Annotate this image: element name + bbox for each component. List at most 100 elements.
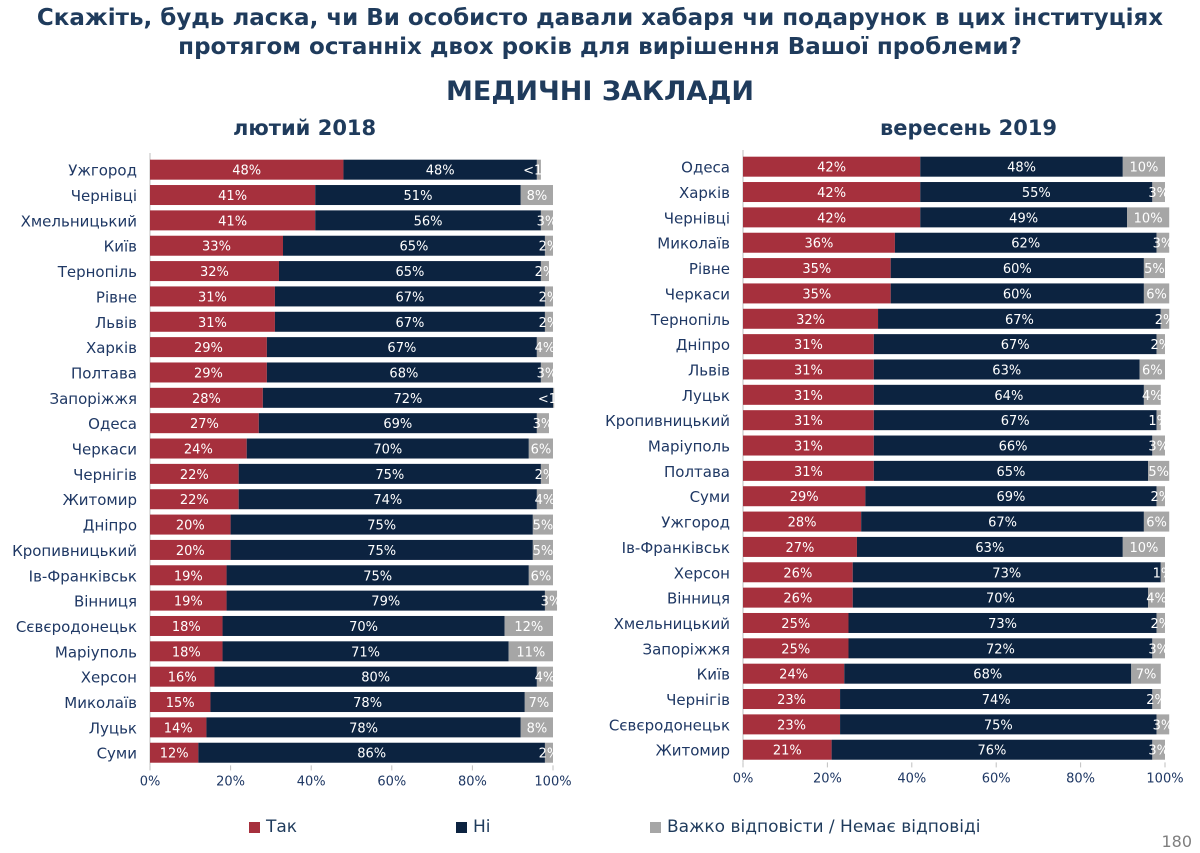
left-bar-no (343, 159, 537, 180)
right-data-label-no: 62% (1011, 237, 1040, 252)
left-bar-no (230, 539, 533, 560)
legend-item-no: Ні (456, 817, 491, 837)
left-category-label: Черкаси (72, 441, 137, 459)
chart-title-2018: лютий 2018 (233, 116, 377, 140)
left-category-label: Вінниця (74, 593, 137, 611)
right-bar-hard (1139, 359, 1165, 380)
stacked-bar-chart-2019: Одеса 42% 48% 10% Харків 42% 55% 3% Чернівці 42% 4… (605, 150, 1184, 786)
right-data-label-no: 76% (978, 744, 1007, 759)
left-bar-no (246, 438, 529, 459)
left-bar-no (210, 692, 525, 713)
left-data-label-hard: 5% (533, 544, 554, 559)
right-bar-yes (743, 511, 862, 532)
right-data-label-yes: 25% (781, 617, 810, 632)
right-bar-yes (743, 207, 921, 228)
left-data-label-no: 71% (351, 645, 380, 660)
right-category-label: Рівне (689, 260, 730, 278)
right-bar-no (920, 156, 1123, 177)
right-data-label-no: 72% (986, 642, 1015, 657)
left-bar-no (278, 261, 541, 282)
left-bar-yes (150, 159, 344, 180)
left-bar-yes (150, 565, 227, 586)
left-category-label: Одеса (88, 415, 137, 433)
right-bar-hard (1160, 562, 1165, 583)
left-x-tick-label: 80% (458, 774, 487, 789)
left-data-label-no: 86% (357, 747, 386, 762)
left-data-label-yes: 20% (176, 544, 205, 559)
left-bar-no (226, 590, 545, 611)
left-bar-no (198, 742, 545, 763)
right-data-label-no: 66% (999, 440, 1028, 455)
right-data-label-yes: 21% (773, 744, 802, 759)
right-bar-no (920, 182, 1153, 203)
right-data-label-no: 75% (984, 718, 1013, 733)
right-data-label-no: 67% (988, 516, 1017, 531)
left-bar-hard (536, 413, 549, 434)
right-data-label-hard: 4% (1142, 389, 1163, 404)
left-bar-yes (150, 666, 215, 687)
right-bar-hard (1148, 587, 1165, 608)
left-bar-yes (150, 615, 223, 636)
left-bar-hard (528, 565, 553, 586)
left-data-label-yes: 19% (174, 569, 203, 584)
left-bar-no (230, 514, 533, 535)
left-data-label-yes: 28% (192, 392, 221, 407)
left-data-label-no: 67% (387, 341, 416, 356)
right-data-label-yes: 31% (794, 414, 823, 429)
left-data-label-no: 75% (375, 468, 404, 483)
left-data-label-no: 79% (371, 595, 400, 610)
right-data-label-yes: 25% (781, 642, 810, 657)
right-category-label: Чернівці (664, 209, 730, 227)
right-bar-yes (743, 232, 895, 253)
left-data-label-no: 65% (395, 265, 424, 280)
right-x-tick-label: 40% (897, 771, 926, 786)
left-category-label: Ужгород (68, 162, 137, 180)
left-category-label: Дніпро (83, 517, 137, 535)
left-bar-no (222, 641, 509, 662)
left-data-label-hard: 2% (535, 265, 556, 280)
right-data-label-yes: 31% (794, 363, 823, 378)
left-bar-hard (520, 185, 553, 206)
right-data-label-no: 60% (1003, 287, 1032, 302)
right-data-label-yes: 27% (786, 541, 815, 556)
right-data-label-yes: 35% (802, 287, 831, 302)
left-bar-hard (544, 742, 553, 763)
left-data-label-no: 75% (367, 519, 396, 534)
right-category-label: Запоріжжя (642, 640, 730, 658)
left-bar-hard (544, 311, 553, 332)
right-data-label-no: 63% (975, 541, 1004, 556)
right-category-label: Маріуполь (648, 438, 730, 456)
left-bar-hard (544, 590, 558, 611)
left-data-label-hard: 11% (516, 645, 545, 660)
left-bar-hard (536, 489, 553, 510)
left-bar-no (262, 387, 553, 408)
right-bar-hard (1127, 207, 1170, 228)
right-data-label-hard: 1% (1148, 414, 1169, 429)
right-data-label-no: 67% (1001, 414, 1030, 429)
right-bar-no (894, 232, 1157, 253)
left-data-label-no: 67% (395, 290, 424, 305)
right-bar-yes (743, 384, 874, 405)
right-bar-no (873, 435, 1153, 456)
left-bar-hard (536, 159, 541, 180)
right-data-label-yes: 29% (790, 490, 819, 505)
right-bar-hard (1156, 714, 1170, 735)
left-data-label-hard: 3% (537, 366, 558, 381)
right-bar-yes (743, 156, 921, 177)
left-category-label: Житомир (63, 491, 137, 509)
right-bar-yes (743, 359, 874, 380)
right-bar-hard (1156, 486, 1165, 507)
left-category-label: Рівне (96, 288, 137, 306)
right-bar-yes (743, 714, 841, 735)
right-data-label-hard: 5% (1144, 262, 1165, 277)
left-bar-no (266, 362, 541, 383)
legend-label-no: Ні (473, 817, 491, 837)
right-bar-hard (1160, 308, 1170, 329)
left-bar-yes (150, 692, 211, 713)
right-data-label-hard: 10% (1129, 541, 1158, 556)
left-category-label: Полтава (71, 364, 137, 382)
left-data-label-yes: 27% (190, 417, 219, 432)
right-category-label: Луцьк (682, 387, 730, 405)
left-data-label-yes: 31% (198, 316, 227, 331)
legend-swatch-hard (650, 821, 661, 833)
